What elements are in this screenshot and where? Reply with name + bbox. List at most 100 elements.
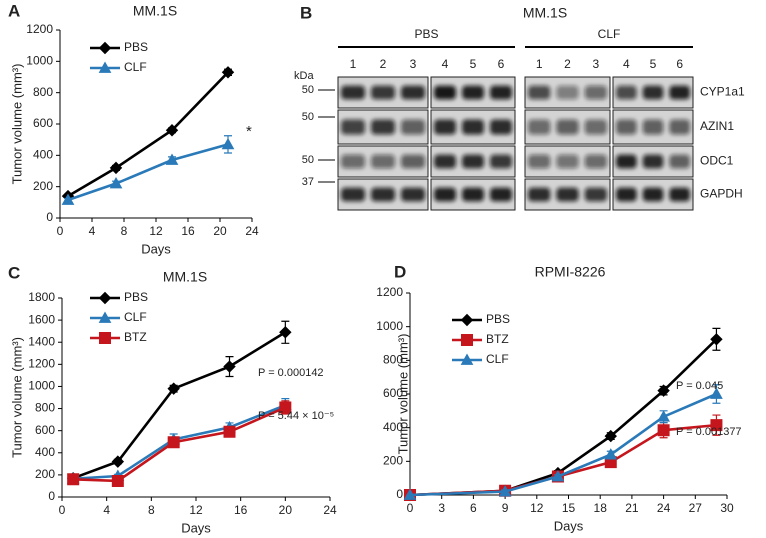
- blot-band: [490, 85, 512, 100]
- x-tick-label: 4: [89, 224, 96, 238]
- blot-band: [669, 187, 690, 202]
- data-point: [221, 66, 235, 79]
- lane-label: 3: [410, 57, 417, 71]
- data-point: [61, 193, 75, 205]
- y-tick-label: 600: [383, 386, 403, 400]
- x-tick-label: 3: [438, 501, 445, 515]
- blot-band: [528, 85, 551, 100]
- x-tick-label: 12: [530, 501, 544, 515]
- legend-marker: [98, 41, 112, 55]
- blot-band: [556, 187, 579, 202]
- x-tick-label: 12: [189, 503, 203, 517]
- x-tick-label: 21: [625, 501, 639, 515]
- data-point: [221, 137, 235, 150]
- data-point: [167, 382, 180, 395]
- panel-label: C: [8, 263, 20, 282]
- legend-label: BTZ: [486, 332, 509, 346]
- annotation: P = 0.001377: [676, 426, 742, 438]
- blot-band: [341, 119, 365, 135]
- lane-label: 5: [650, 57, 657, 71]
- blot-band: [341, 187, 365, 202]
- protein-label: ODC1: [700, 154, 734, 168]
- y-tick-label: 400: [33, 148, 53, 162]
- panel-label: B: [300, 3, 312, 22]
- blot-band: [556, 119, 579, 135]
- data-point: [111, 474, 124, 487]
- blot-band: [371, 154, 395, 169]
- mw-marker: 50: [302, 84, 314, 96]
- y-axis-label: Tumor volume (mm³): [9, 337, 24, 458]
- legend-label: CLF: [124, 310, 147, 324]
- lane-label: 3: [592, 57, 599, 71]
- y-tick-label: 600: [33, 116, 53, 130]
- x-tick-label: 27: [689, 501, 703, 515]
- y-tick-label: 1800: [28, 290, 55, 304]
- legend-label: PBS: [124, 290, 148, 304]
- blot-band: [401, 85, 425, 100]
- lane-label: 5: [470, 57, 477, 71]
- x-tick-label: 4: [103, 503, 110, 517]
- data-point: [165, 153, 179, 165]
- blot-band: [401, 119, 425, 135]
- y-axis-label: Tumor volume (mm³): [9, 64, 24, 185]
- legend-label: CLF: [124, 60, 147, 74]
- blot-band: [616, 154, 637, 169]
- blot-band: [528, 154, 551, 169]
- blot-band: [556, 85, 579, 100]
- annotation: P = 0.000142: [258, 367, 324, 379]
- x-tick-label: 24: [245, 224, 259, 238]
- y-tick-label: 1200: [26, 22, 53, 36]
- blot-band: [434, 154, 456, 169]
- blot-band: [434, 187, 456, 202]
- x-tick-label: 20: [213, 224, 227, 238]
- blot-band: [669, 154, 690, 169]
- blot-band: [341, 154, 365, 169]
- x-tick-label: 15: [562, 501, 576, 515]
- blot-band: [462, 85, 484, 100]
- data-point: [109, 177, 123, 189]
- x-tick-label: 0: [59, 503, 66, 517]
- x-tick-label: 18: [594, 501, 608, 515]
- x-tick-label: 0: [407, 501, 414, 515]
- blot-band: [434, 119, 456, 135]
- y-tick-label: 800: [383, 353, 403, 367]
- legend-marker: [98, 61, 112, 73]
- data-point: [223, 425, 236, 438]
- x-tick-label: 0: [57, 224, 64, 238]
- blot-band: [371, 85, 395, 100]
- blot-band: [642, 85, 664, 100]
- x-tick-label: 6: [470, 501, 477, 515]
- y-tick-label: 600: [35, 423, 55, 437]
- blot-band: [462, 154, 484, 169]
- group-label: PBS: [414, 27, 438, 41]
- x-tick-label: 16: [181, 224, 195, 238]
- blot-band: [462, 119, 484, 135]
- legend-marker: [99, 332, 111, 344]
- x-tick-label: 24: [323, 503, 337, 517]
- blot-band: [642, 187, 664, 202]
- legend-label: CLF: [486, 352, 509, 366]
- blot-band: [341, 85, 365, 100]
- series-line: [67, 71, 229, 198]
- y-tick-label: 200: [33, 179, 53, 193]
- blot-title: MM.1S: [523, 5, 567, 21]
- y-tick-label: 800: [33, 85, 53, 99]
- y-tick-label: 0: [396, 487, 403, 501]
- x-tick-label: 24: [657, 501, 671, 515]
- data-point: [279, 401, 292, 414]
- panel-label: D: [394, 262, 406, 281]
- x-axis-label: Days: [181, 520, 211, 535]
- data-point: [279, 326, 292, 339]
- data-point: [710, 387, 723, 399]
- blot-band: [584, 187, 607, 202]
- y-tick-label: 1000: [376, 319, 403, 333]
- blot-band: [434, 85, 456, 100]
- y-tick-label: 800: [35, 401, 55, 415]
- lane-label: 6: [676, 57, 683, 71]
- data-point: [604, 448, 618, 460]
- x-tick-label: 8: [148, 503, 155, 517]
- lane-label: 1: [350, 57, 357, 71]
- legend-marker: [460, 353, 474, 365]
- blot-band: [584, 85, 607, 100]
- blot-band: [490, 119, 512, 135]
